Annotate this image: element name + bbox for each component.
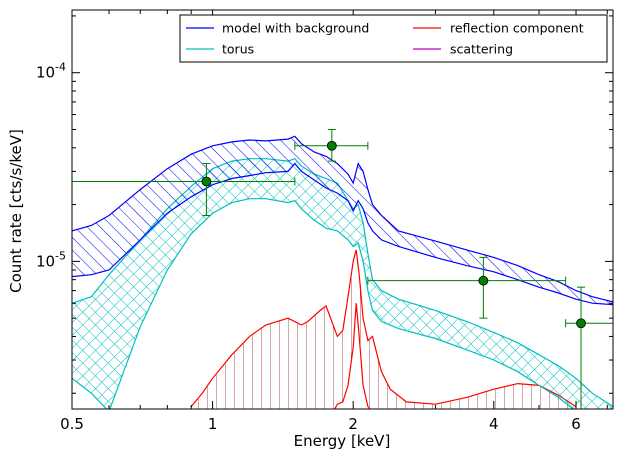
y-tick-labels: 10-510-4 — [36, 61, 66, 271]
series-lower-line-0 — [72, 162, 613, 306]
x-axis-label: Energy [keV] — [294, 432, 391, 450]
series-upper-line-0 — [72, 135, 613, 303]
legend: model with background reflection componen… — [179, 14, 608, 63]
data-points — [72, 129, 613, 409]
x-tick-labels: 0.5 1 2 4 6 — [60, 415, 581, 433]
x-tick-label: 6 — [571, 415, 581, 433]
legend-label: scattering — [450, 42, 513, 57]
series-lower-line-2 — [333, 303, 371, 409]
y-tick-label: 10-5 — [36, 249, 66, 270]
plot-frame — [71, 9, 614, 410]
series-upper-line-2 — [190, 249, 577, 408]
axis-ticks — [71, 10, 613, 409]
y-tick-exponent: -5 — [55, 249, 66, 262]
x-tick-label: 2 — [348, 415, 358, 433]
data-point — [201, 176, 212, 187]
y-tick-label: 10-4 — [36, 61, 66, 82]
y-axis-label: Count rate [cts/s/keV] — [7, 129, 25, 293]
legend-frame — [179, 14, 608, 63]
series-lower-line-1 — [72, 198, 574, 409]
y-tick-base: 10 — [36, 252, 55, 270]
y-tick-base: 10 — [36, 64, 55, 82]
data-point — [576, 318, 586, 329]
x-tick-label: 1 — [208, 415, 218, 433]
x-tick-label: 4 — [489, 415, 499, 433]
x-tick-label: 0.5 — [60, 415, 84, 433]
legend-label: reflection component — [450, 21, 584, 36]
series-bands — [72, 135, 613, 409]
legend-label: model with background — [222, 21, 369, 36]
y-tick-exponent: -4 — [55, 61, 66, 74]
legend-label: torus — [222, 42, 254, 57]
data-point — [478, 275, 489, 286]
series-band-fill-1 — [72, 158, 613, 409]
series-band-fill-2 — [191, 249, 576, 409]
data-point — [326, 140, 337, 151]
